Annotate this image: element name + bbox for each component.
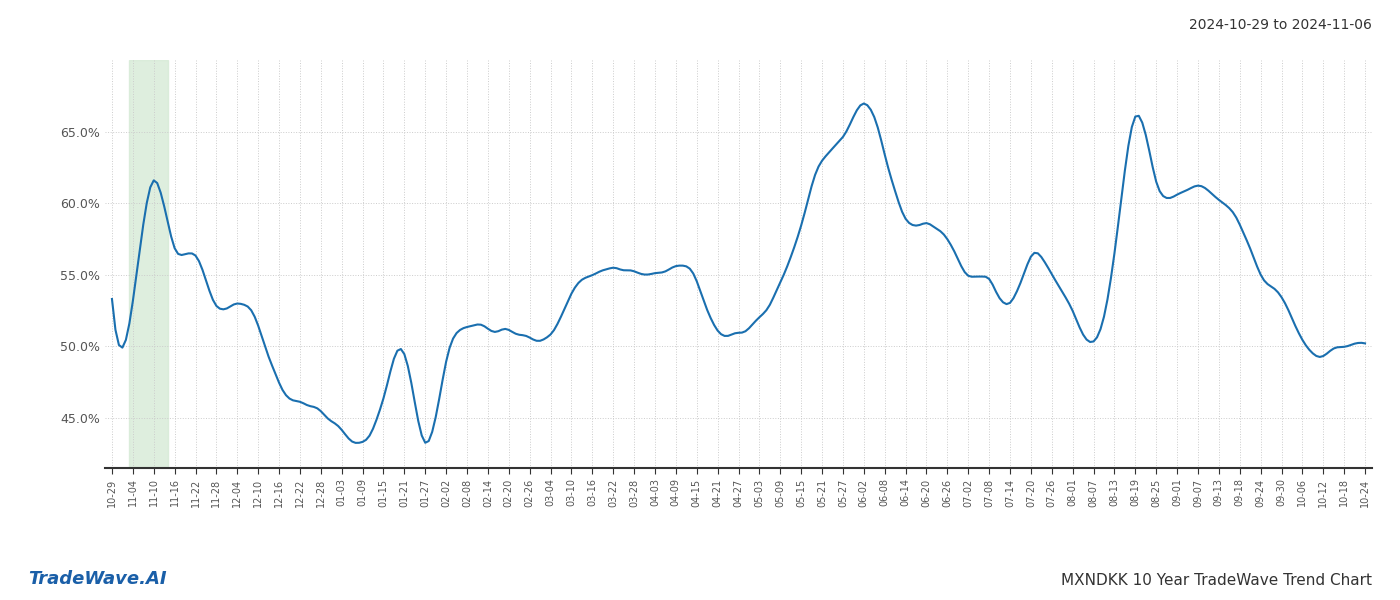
Text: MXNDKK 10 Year TradeWave Trend Chart: MXNDKK 10 Year TradeWave Trend Chart bbox=[1061, 573, 1372, 588]
Bar bbox=[129, 60, 168, 468]
Text: TradeWave.AI: TradeWave.AI bbox=[28, 570, 167, 588]
Text: 2024-10-29 to 2024-11-06: 2024-10-29 to 2024-11-06 bbox=[1189, 18, 1372, 32]
